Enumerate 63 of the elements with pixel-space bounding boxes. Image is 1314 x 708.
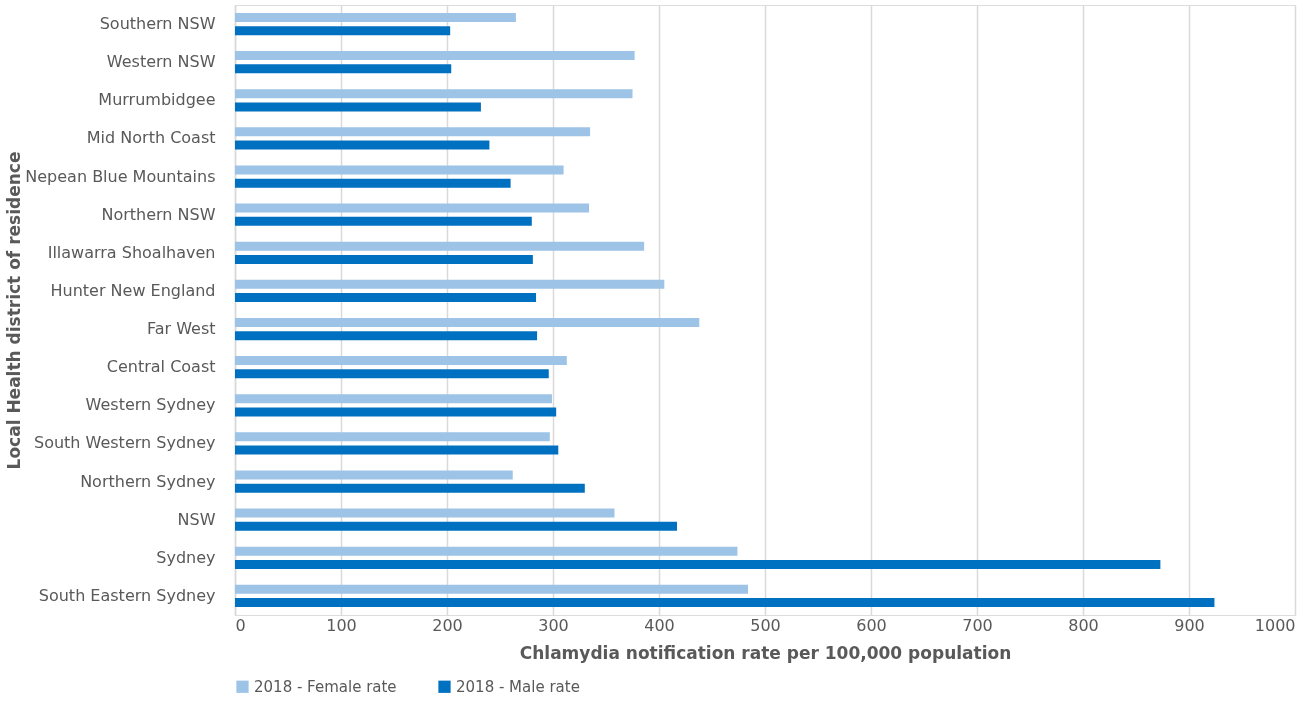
bar xyxy=(235,216,532,226)
bar xyxy=(235,140,490,150)
y-tick-label: Western Sydney xyxy=(85,395,216,415)
bar xyxy=(235,508,615,518)
x-tick-label: 0 xyxy=(235,615,246,635)
bar xyxy=(235,546,738,556)
bar xyxy=(235,279,665,289)
x-axis-title: Chlamydia notification rate per 100,000 population xyxy=(519,642,1012,663)
y-tick-label: Murrumbidgee xyxy=(98,90,216,110)
bar xyxy=(235,12,516,22)
x-tick-label: 400 xyxy=(644,615,675,635)
y-tick-label: Northern NSW xyxy=(101,204,216,224)
bar xyxy=(235,89,633,99)
bar xyxy=(235,51,635,61)
bar xyxy=(235,394,552,404)
y-tick-label: Central Coast xyxy=(106,357,216,377)
bar xyxy=(235,407,557,417)
bar xyxy=(235,470,513,480)
x-tick-label: 800 xyxy=(1068,615,1099,635)
x-tick-label: 200 xyxy=(432,615,463,635)
bar xyxy=(235,26,451,36)
legend-label: 2018 - Male rate xyxy=(456,677,580,696)
x-tick-label: 100 xyxy=(326,615,357,635)
bar xyxy=(235,317,700,327)
bar xyxy=(235,203,590,213)
y-tick-label: Southern NSW xyxy=(99,14,216,34)
y-tick-label: Western NSW xyxy=(106,52,216,72)
bar xyxy=(235,559,1161,569)
bar xyxy=(235,521,678,531)
y-axis-title: Local Health district of residence xyxy=(3,151,24,470)
bar xyxy=(235,102,481,112)
bar xyxy=(235,331,538,341)
y-tick-label: Nepean Blue Mountains xyxy=(25,166,216,186)
bar xyxy=(235,356,567,366)
x-tick-label: 900 xyxy=(1174,615,1205,635)
y-tick-label: Hunter New England xyxy=(50,280,216,300)
bar xyxy=(235,241,645,251)
bar xyxy=(235,64,452,74)
y-tick-label: Northern Sydney xyxy=(80,471,216,491)
x-tick-label: 300 xyxy=(538,615,569,635)
legend-label: 2018 - Female rate xyxy=(254,677,397,696)
bar xyxy=(235,178,511,188)
y-tick-label: Mid North Coast xyxy=(86,128,216,148)
bar xyxy=(235,584,749,594)
bar xyxy=(235,432,550,442)
bar xyxy=(235,369,549,379)
y-tick-label: Illawarra Shoalhaven xyxy=(47,242,216,262)
y-tick-label: South Western Sydney xyxy=(33,433,216,453)
x-tick-label: 700 xyxy=(962,615,993,635)
bar xyxy=(235,127,591,137)
bar xyxy=(235,293,537,303)
x-tick-label: 600 xyxy=(856,615,887,635)
y-tick-label: NSW xyxy=(177,509,216,529)
y-tick-label: Sydney xyxy=(156,547,216,567)
x-tick-label: 500 xyxy=(750,615,781,635)
bar xyxy=(235,165,564,175)
bar xyxy=(235,254,533,264)
bar xyxy=(235,483,585,493)
x-tick-label: 1000 xyxy=(1254,615,1296,635)
y-tick-label: Far West xyxy=(146,319,216,339)
y-tick-label: South Eastern Sydney xyxy=(38,585,216,605)
bar xyxy=(235,445,559,455)
bar xyxy=(235,598,1215,608)
